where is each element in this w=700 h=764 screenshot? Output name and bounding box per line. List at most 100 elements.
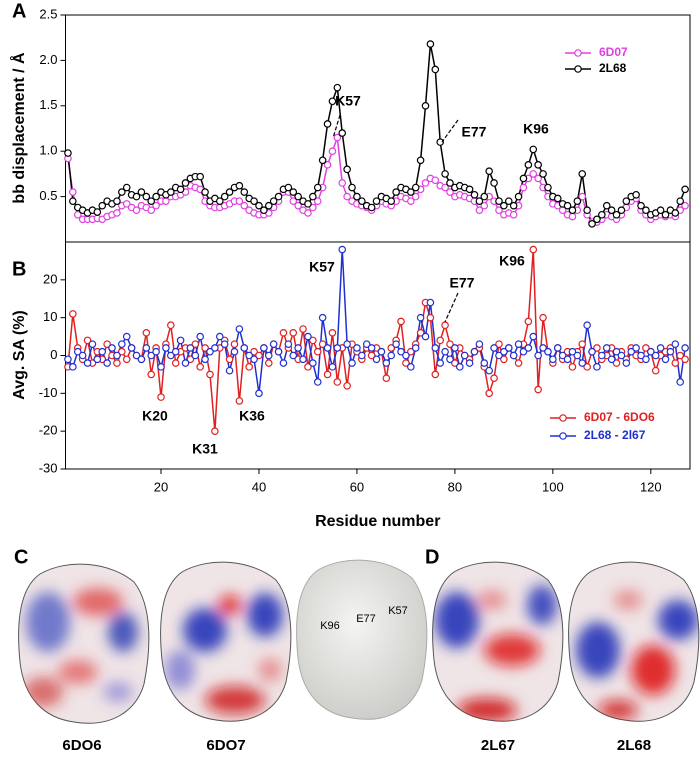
data-point [426, 298, 435, 307]
data-point [392, 340, 400, 348]
data-point [304, 332, 312, 341]
data-point [152, 347, 160, 356]
residue-label: K57 [388, 605, 408, 617]
data-point [470, 190, 479, 199]
data-point [186, 344, 195, 352]
data-point [137, 355, 146, 364]
annotation: K57 [335, 93, 361, 109]
data-point [83, 336, 92, 345]
data-point [411, 344, 420, 352]
data-point [514, 192, 523, 201]
data-point [318, 340, 327, 348]
data-point [622, 197, 631, 205]
data-point [495, 351, 503, 360]
data-point [103, 359, 111, 367]
data-point [343, 192, 351, 201]
series-line [67, 249, 686, 432]
data-point [328, 328, 337, 337]
data-point [64, 355, 72, 364]
data-point [113, 197, 121, 205]
data-point [245, 363, 253, 371]
panel-label: D [425, 546, 439, 568]
data-point [323, 344, 332, 352]
data-point [289, 351, 298, 360]
data-point [539, 170, 547, 178]
data-point [235, 181, 244, 190]
data-point [122, 355, 131, 364]
data-point [313, 347, 322, 356]
data-point [480, 359, 489, 367]
data-point [250, 347, 258, 356]
structure-label: 6DO6 [62, 737, 101, 754]
data-point [431, 65, 440, 74]
data-point [206, 347, 214, 356]
y-tick-label: 1.5 [39, 97, 57, 112]
data-point [573, 197, 582, 205]
data-point [671, 340, 680, 348]
legend-label: 6D07 [599, 45, 628, 59]
data-point [539, 344, 547, 352]
data-point [534, 351, 542, 360]
data-point [167, 321, 175, 330]
data-point [191, 351, 200, 360]
data-point [607, 355, 616, 364]
data-point [426, 40, 435, 48]
data-point [490, 179, 498, 187]
data-point [196, 332, 204, 341]
y-tick-label: 0 [50, 347, 57, 362]
annotation: K57 [309, 259, 335, 275]
data-point [524, 317, 533, 326]
data-point [255, 201, 263, 210]
data-point [436, 336, 445, 345]
data-point [426, 313, 435, 322]
data-point [201, 355, 209, 364]
data-point [475, 340, 484, 348]
data-point [235, 325, 244, 333]
annotation-leader [332, 114, 341, 139]
annotation: E77 [462, 124, 487, 140]
data-point [299, 325, 307, 333]
data-point [451, 344, 459, 352]
data-point [661, 355, 670, 364]
data-point [421, 332, 430, 341]
data-point [637, 351, 645, 360]
data-point [495, 197, 503, 205]
data-point [255, 351, 263, 360]
data-point [397, 317, 405, 326]
data-point [480, 192, 489, 201]
data-point [485, 389, 493, 398]
data-point [431, 370, 440, 379]
data-point [240, 188, 249, 196]
data-point [612, 347, 621, 356]
data-point [573, 351, 582, 360]
legend-marker [559, 414, 567, 422]
data-point [225, 188, 234, 196]
data-point [118, 340, 126, 348]
data-point [147, 370, 156, 379]
data-point [593, 363, 601, 371]
data-point [211, 344, 219, 352]
x-tick-label: 120 [640, 479, 662, 494]
data-point [284, 183, 293, 192]
data-point [309, 359, 317, 367]
data-point [132, 351, 141, 360]
data-point [118, 347, 126, 356]
data-point [588, 220, 596, 228]
data-point [132, 192, 141, 201]
data-point [382, 374, 391, 383]
data-point [142, 192, 151, 201]
legend-marker [574, 65, 582, 73]
data-point [333, 344, 342, 352]
data-point [490, 344, 498, 352]
surface-2l67 [432, 561, 564, 722]
data-point [485, 366, 493, 375]
data-point [519, 174, 528, 183]
y-tick-label: -20 [39, 423, 58, 438]
data-point [171, 347, 180, 356]
data-point [289, 328, 298, 337]
data-point [578, 170, 587, 178]
data-point [147, 197, 156, 205]
data-point [563, 201, 572, 210]
data-point [431, 176, 440, 185]
series-line [67, 43, 686, 226]
